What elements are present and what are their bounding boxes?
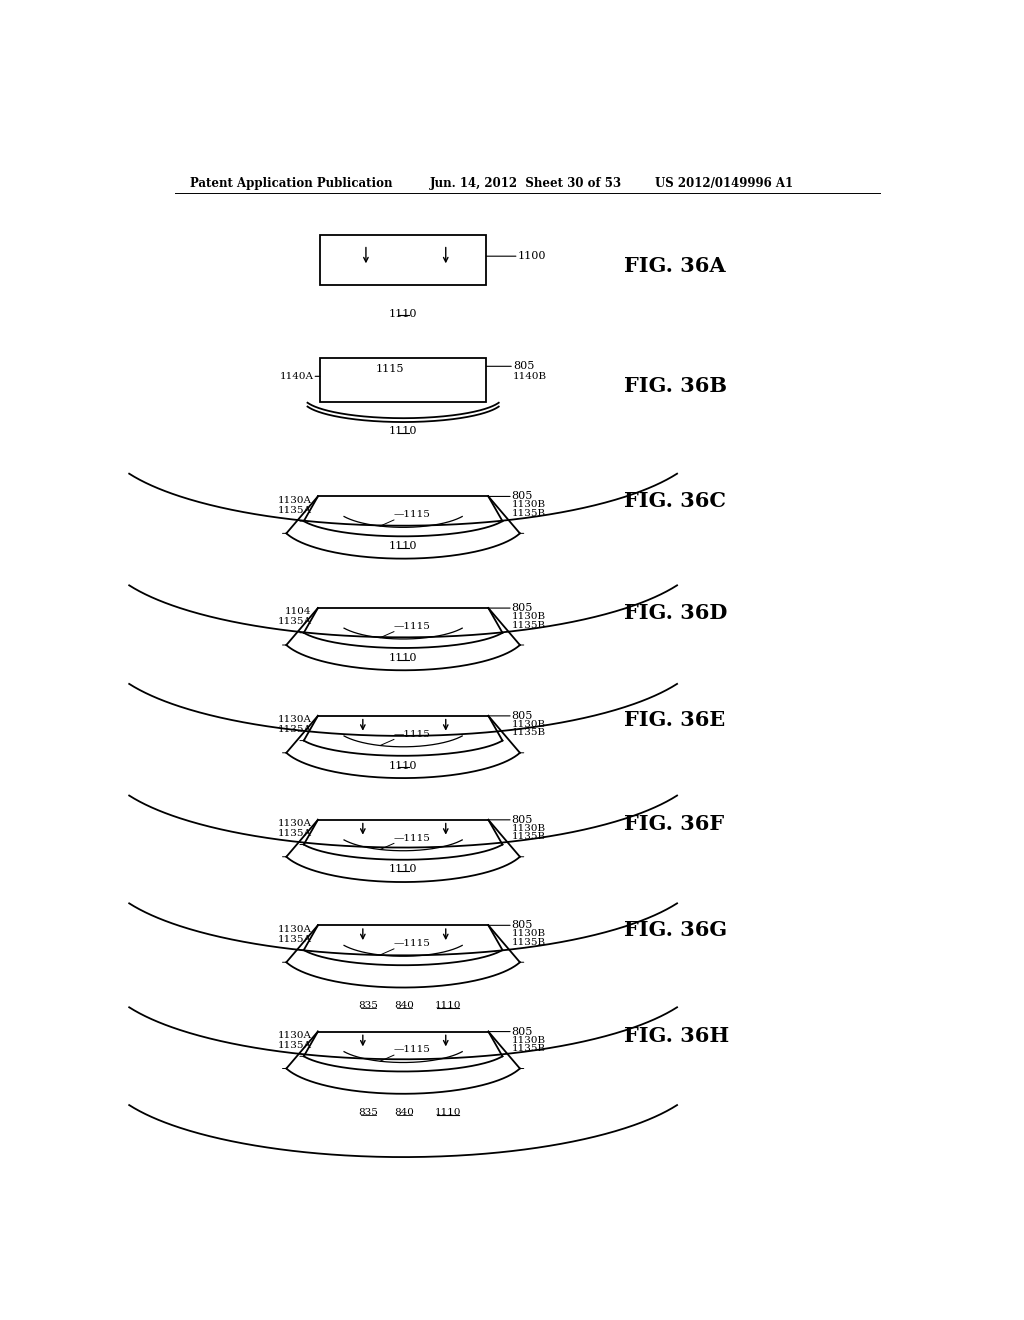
- Text: FIG. 36F: FIG. 36F: [624, 814, 724, 834]
- Text: 1130A: 1130A: [278, 1031, 311, 1040]
- Text: 1100: 1100: [517, 251, 546, 261]
- Text: 1135B: 1135B: [512, 620, 546, 630]
- Text: 1135B: 1135B: [512, 833, 546, 841]
- Text: 1130B: 1130B: [512, 500, 546, 510]
- Text: 1135A: 1135A: [278, 935, 311, 944]
- Text: FIG. 36H: FIG. 36H: [624, 1026, 729, 1047]
- Text: 805: 805: [512, 711, 534, 721]
- Text: 1130A: 1130A: [278, 496, 311, 504]
- Text: 835: 835: [358, 1107, 378, 1117]
- Text: 1110: 1110: [435, 1107, 462, 1117]
- Text: 1130A: 1130A: [278, 715, 311, 725]
- Bar: [319, 358, 486, 403]
- Text: 1135B: 1135B: [512, 510, 546, 517]
- Text: 1135A: 1135A: [278, 618, 311, 627]
- Text: FIG. 36G: FIG. 36G: [624, 920, 727, 940]
- Text: 835: 835: [358, 1002, 378, 1010]
- Text: FIG. 36D: FIG. 36D: [624, 603, 727, 623]
- Text: 1135B: 1135B: [512, 729, 546, 738]
- Text: 1140B: 1140B: [513, 372, 547, 380]
- Text: 840: 840: [394, 1002, 415, 1010]
- Text: —1115: —1115: [393, 833, 430, 842]
- Text: FIG. 36A: FIG. 36A: [624, 256, 726, 276]
- Text: FIG. 36C: FIG. 36C: [624, 491, 726, 511]
- Text: 1140A: 1140A: [280, 372, 313, 380]
- Text: 1130A: 1130A: [278, 925, 311, 933]
- Text: —1115: —1115: [393, 939, 430, 948]
- Text: 805: 805: [512, 1027, 534, 1036]
- Text: 1135B: 1135B: [512, 1044, 546, 1053]
- Text: —1115: —1115: [393, 730, 430, 739]
- Text: FIG. 36E: FIG. 36E: [624, 710, 725, 730]
- Text: Jun. 14, 2012  Sheet 30 of 53: Jun. 14, 2012 Sheet 30 of 53: [430, 177, 623, 190]
- Text: 1135A: 1135A: [278, 829, 311, 838]
- Text: —1115: —1115: [393, 622, 430, 631]
- Text: 805: 805: [512, 814, 534, 825]
- Bar: [319, 235, 486, 285]
- Text: 840: 840: [394, 1107, 415, 1117]
- Text: 1135A: 1135A: [278, 725, 311, 734]
- Text: FIG. 36B: FIG. 36B: [624, 376, 727, 396]
- Text: 1130B: 1130B: [512, 1036, 546, 1044]
- Text: 1115: 1115: [376, 363, 404, 374]
- Text: 1110: 1110: [389, 760, 418, 771]
- Text: —1115: —1115: [393, 1045, 430, 1055]
- Text: 1130B: 1130B: [512, 719, 546, 729]
- Text: 1135A: 1135A: [278, 506, 311, 515]
- Text: US 2012/0149996 A1: US 2012/0149996 A1: [655, 177, 794, 190]
- Text: 1110: 1110: [389, 653, 418, 663]
- Text: 805: 805: [513, 362, 535, 371]
- Text: 1130A: 1130A: [278, 820, 311, 828]
- Text: 805: 805: [512, 491, 534, 502]
- Text: Patent Application Publication: Patent Application Publication: [190, 177, 392, 190]
- Text: 1110: 1110: [389, 309, 418, 318]
- Text: 1130B: 1130B: [512, 824, 546, 833]
- Text: —1115: —1115: [393, 510, 430, 519]
- Text: 805: 805: [512, 603, 534, 612]
- Text: 1135A: 1135A: [278, 1041, 311, 1049]
- Text: 1110: 1110: [389, 865, 418, 874]
- Text: 1110: 1110: [389, 426, 418, 437]
- Text: 1130B: 1130B: [512, 929, 546, 939]
- Text: 1110: 1110: [435, 1002, 462, 1010]
- Text: 1110: 1110: [389, 541, 418, 550]
- Text: 1135B: 1135B: [512, 937, 546, 946]
- Text: 1130B: 1130B: [512, 612, 546, 620]
- Text: 1104: 1104: [285, 607, 311, 616]
- Text: 805: 805: [512, 920, 534, 931]
